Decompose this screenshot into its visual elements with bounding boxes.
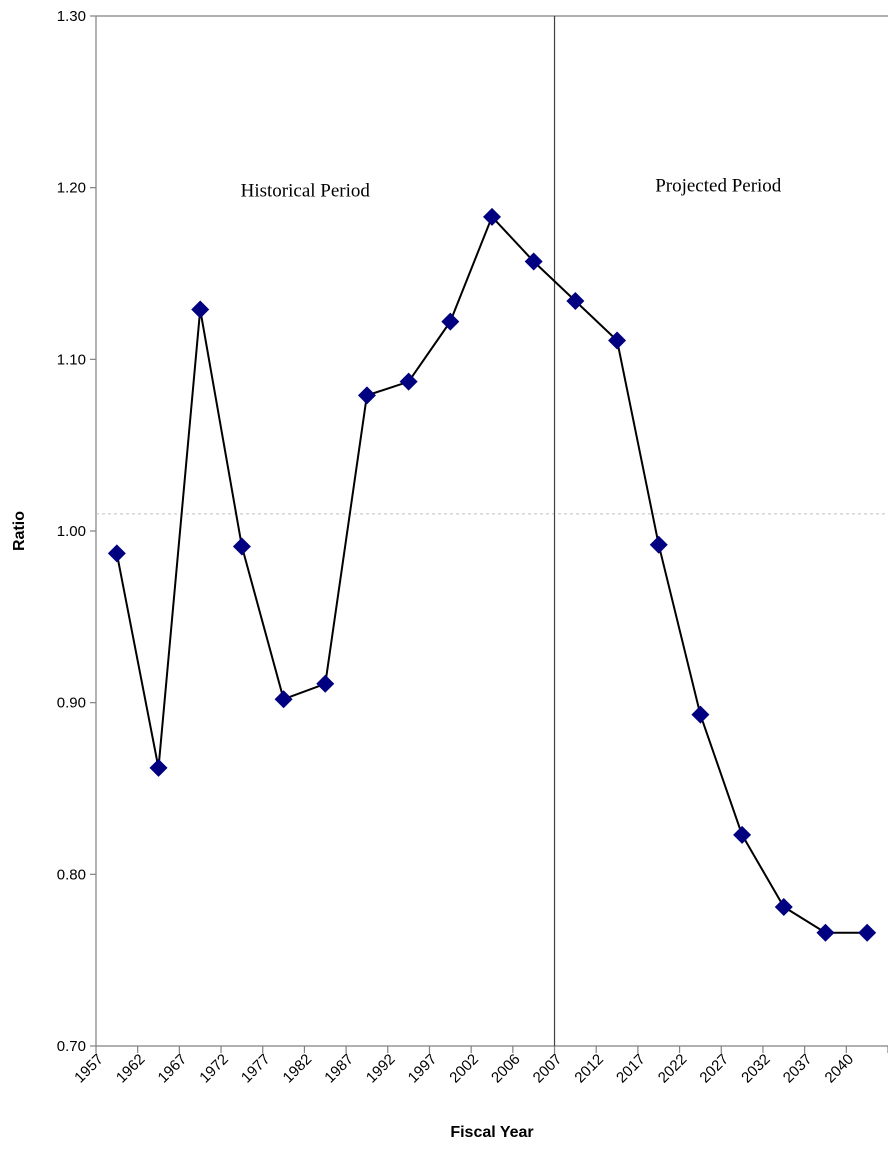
x-tick-label: 1977	[238, 1051, 274, 1087]
data-point-marker	[524, 252, 543, 271]
data-point-marker	[733, 825, 752, 844]
data-point-marker	[399, 372, 418, 391]
data-point-marker	[774, 897, 793, 916]
data-point-marker	[191, 300, 210, 319]
y-tick-label: 1.30	[57, 8, 86, 25]
x-tick-label: 1967	[155, 1051, 191, 1087]
x-tick-label: 1987	[321, 1051, 357, 1087]
data-point-marker	[107, 544, 126, 563]
data-point-marker	[232, 537, 251, 556]
data-point-marker	[149, 758, 168, 777]
x-tick-label: 2012	[571, 1051, 607, 1087]
data-point-marker	[858, 923, 877, 942]
x-tick-label: 1962	[113, 1051, 149, 1087]
y-tick-label: 0.90	[57, 695, 86, 712]
y-tick-label: 1.10	[57, 351, 86, 368]
series-line	[115, 214, 868, 934]
data-point-marker	[357, 386, 376, 405]
x-tick-label: 2017	[613, 1051, 649, 1087]
x-tick-label: 2027	[696, 1051, 732, 1087]
x-tick-label: 1997	[405, 1051, 441, 1087]
y-axis-title: Ratio	[11, 511, 28, 551]
x-tick-label: 1992	[363, 1051, 399, 1087]
x-tick-label: 1982	[280, 1051, 316, 1087]
annotation-layer: Historical Period Projected Period	[241, 176, 782, 202]
data-point-marker	[608, 331, 627, 350]
data-point-marker	[649, 535, 668, 554]
reference-layer	[96, 16, 888, 1046]
y-tick-label: 0.70	[57, 1038, 86, 1055]
y-axis-ticks: 0.70 0.80 0.90 1.00 1.10 1.20 1.30	[57, 8, 96, 1055]
x-tick-label: 2037	[780, 1051, 816, 1087]
data-point-marker	[316, 674, 335, 693]
x-tick-label: 2006	[488, 1051, 524, 1087]
x-tick-label: 2002	[446, 1051, 482, 1087]
data-point-marker	[566, 291, 585, 310]
x-tick-label: 2022	[655, 1051, 691, 1087]
y-tick-label: 1.20	[57, 180, 86, 197]
y-tick-label: 1.00	[57, 523, 86, 540]
x-tick-label: 2007	[530, 1051, 566, 1087]
x-tick-label: 2032	[738, 1051, 774, 1087]
data-point-marker	[441, 312, 460, 331]
series-ratio	[107, 207, 877, 942]
data-point-marker	[483, 207, 501, 226]
y-tick-label: 0.80	[57, 866, 86, 883]
projected-period-label: Projected Period	[655, 176, 782, 197]
x-tick-label: 2040	[822, 1051, 858, 1087]
data-point-marker	[691, 705, 710, 724]
data-point-marker	[816, 923, 835, 942]
x-tick-label: 1957	[71, 1051, 107, 1087]
x-axis-ticks: 1957 1962 1967 1972 1977 1982 1987 1992 1997 2002…	[71, 1046, 888, 1086]
data-point-marker	[274, 690, 293, 709]
historical-period-label: Historical Period	[241, 181, 371, 202]
x-axis-title: Fiscal Year	[450, 1124, 533, 1141]
x-tick-label: 1972	[196, 1051, 232, 1087]
